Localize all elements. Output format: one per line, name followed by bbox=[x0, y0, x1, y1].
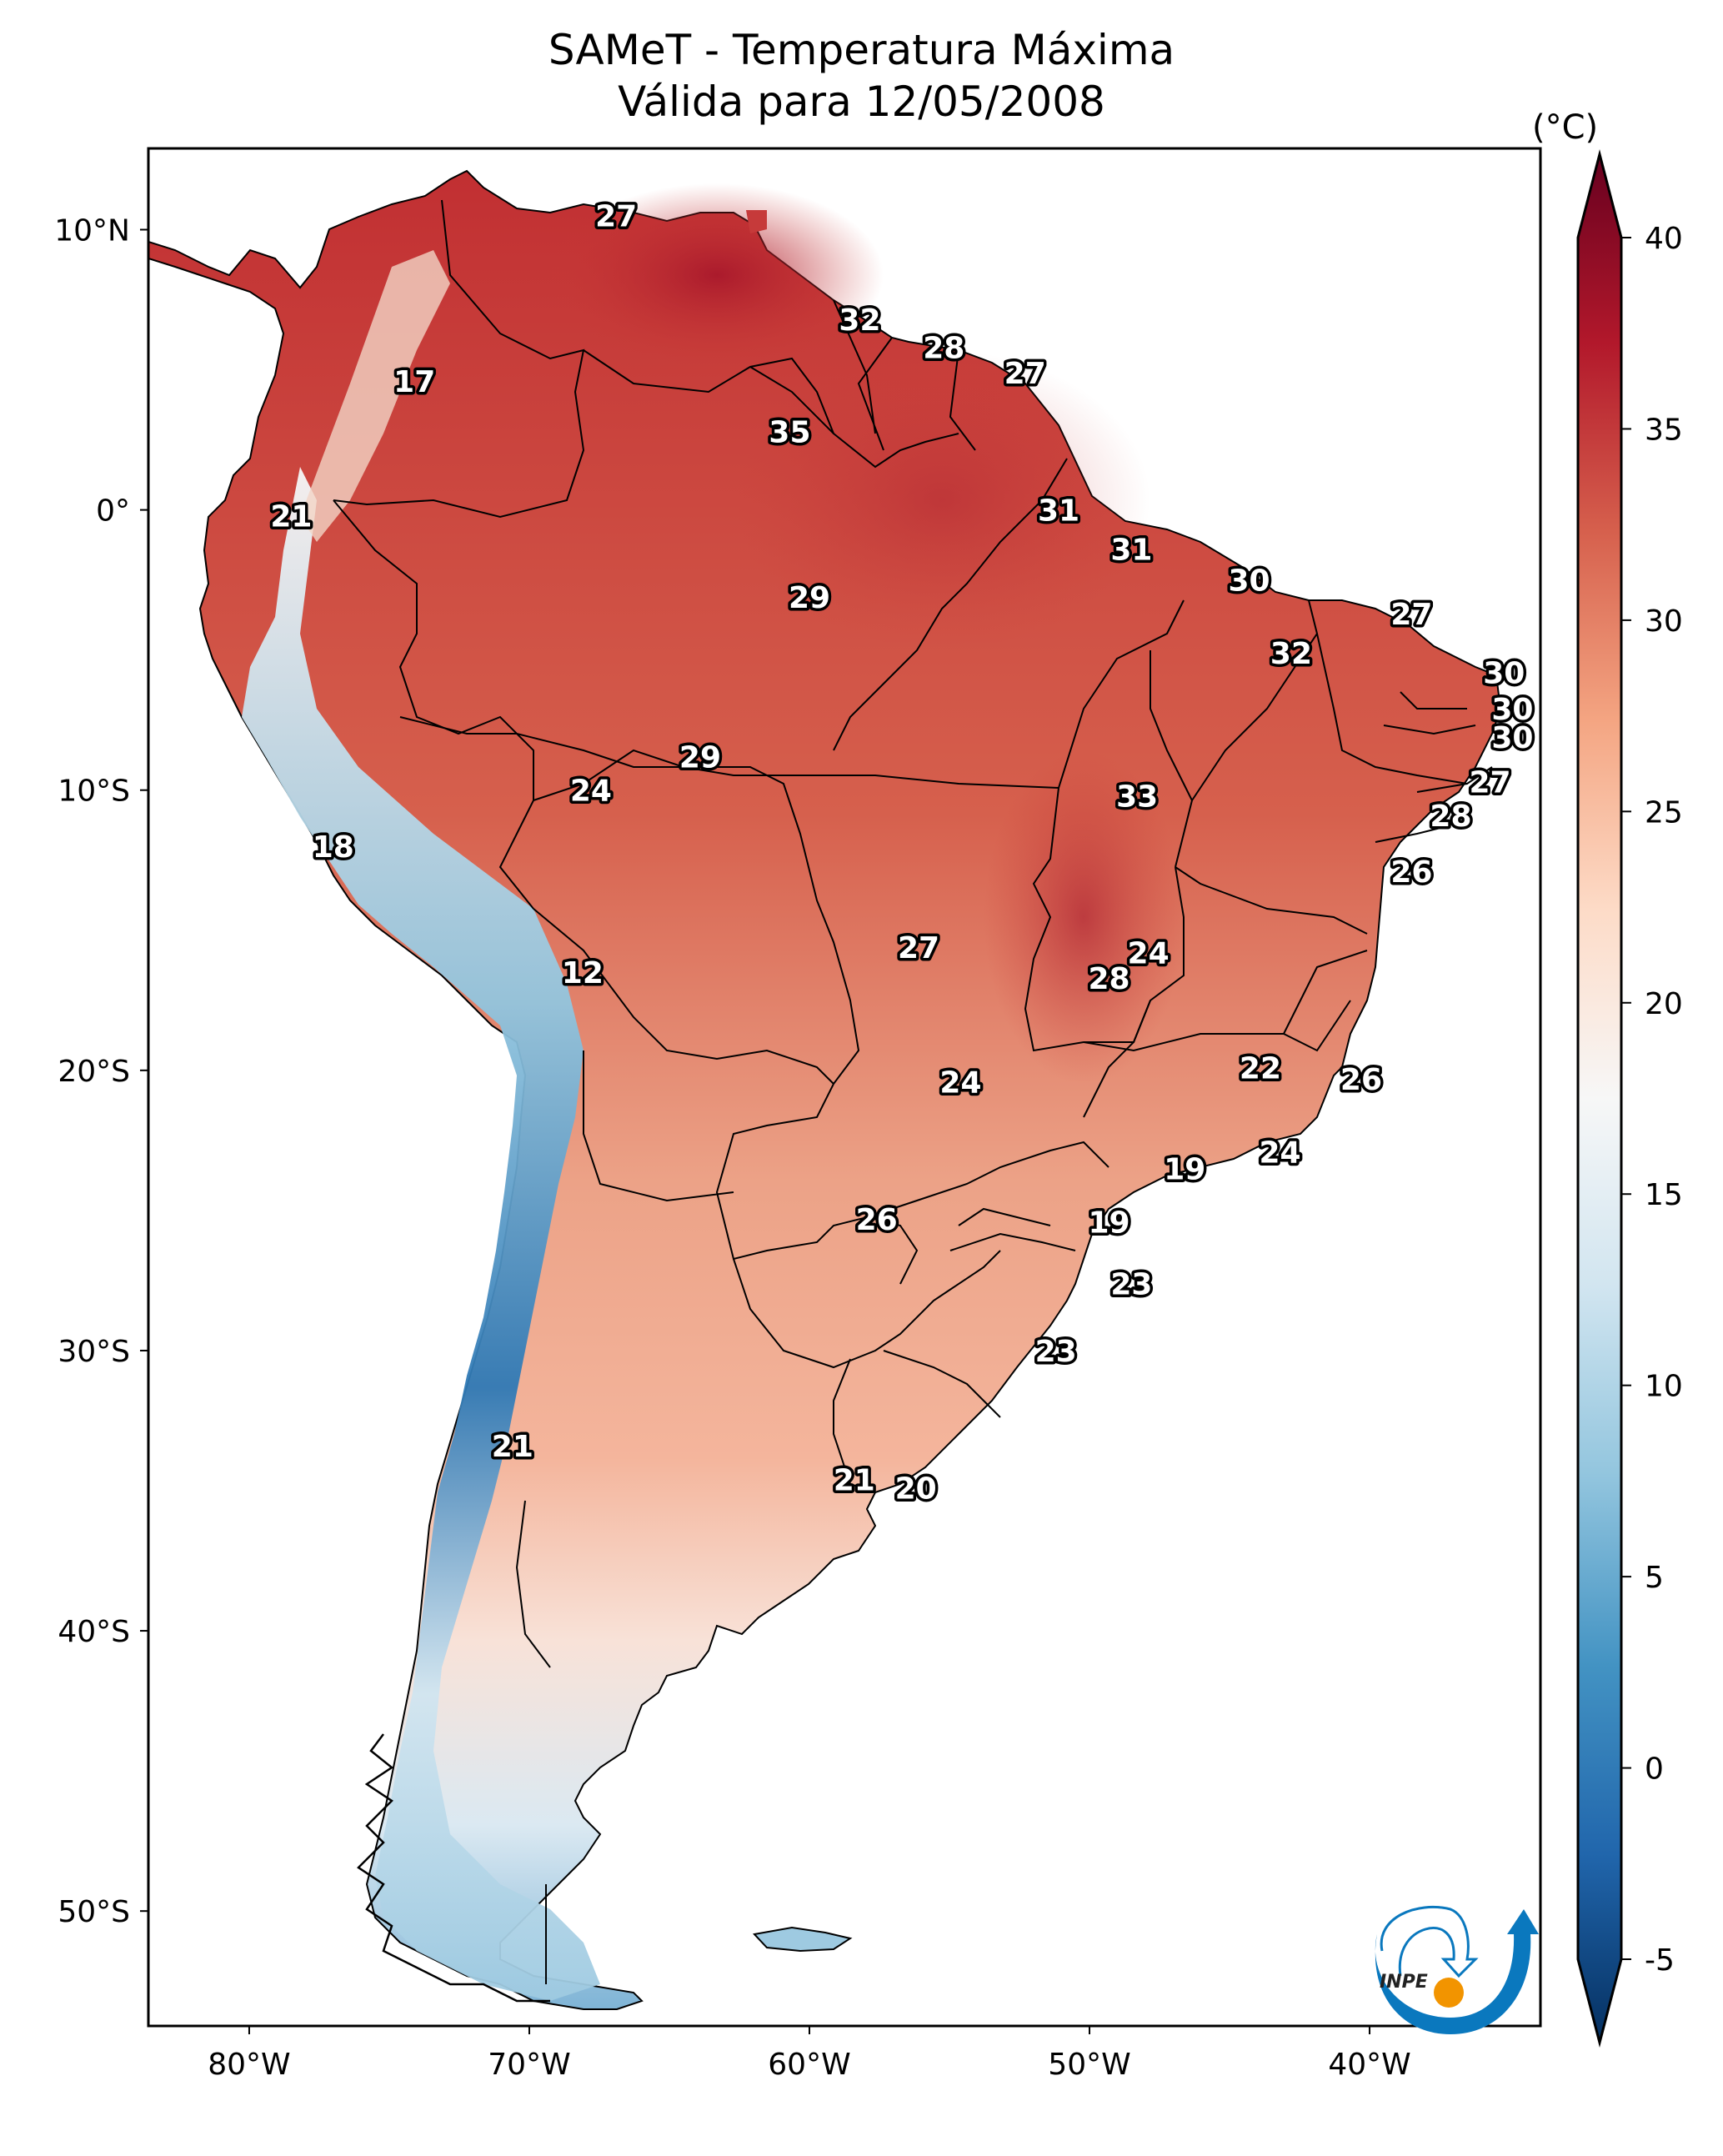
colorbar-tick-label: 0 bbox=[1645, 1752, 1664, 1787]
y-tick-label: 10°N bbox=[54, 213, 130, 248]
station-value-label: 28 bbox=[1088, 962, 1129, 996]
station-value-label: 27 bbox=[1469, 766, 1510, 800]
station-value-label: 24 bbox=[570, 775, 612, 809]
station-value-label: 33 bbox=[1116, 780, 1158, 814]
station-value-label: 27 bbox=[595, 200, 637, 234]
station-value-label: 27 bbox=[898, 931, 939, 965]
andes-north-highlands bbox=[300, 250, 450, 542]
x-tick-label: 40°W bbox=[1328, 2048, 1410, 2082]
colorbar-tick-label: 15 bbox=[1645, 1178, 1683, 1212]
falkland-islands bbox=[753, 1926, 853, 1953]
hot-region-para bbox=[734, 350, 1150, 650]
inpe-logo-sun bbox=[1434, 1978, 1464, 2008]
plot-frame bbox=[147, 147, 1542, 2028]
station-value-label: 19 bbox=[1164, 1152, 1205, 1186]
station-value-label: 30 bbox=[1491, 721, 1533, 755]
colorbar-tick-label: -5 bbox=[1645, 1943, 1675, 1978]
patagonia-coast-fjords bbox=[357, 1733, 550, 2003]
station-value-label: 18 bbox=[313, 830, 354, 865]
colorbar: -5 0 5 10 15 20 25 30 35 40 bbox=[1576, 149, 1683, 2048]
inpe-logo: INPE bbox=[1375, 1905, 1539, 2034]
colorbar-tick-label: 20 bbox=[1645, 987, 1683, 1021]
station-value-label: 23 bbox=[1035, 1335, 1077, 1369]
station-value-label: 28 bbox=[923, 332, 964, 366]
andes-cold-band bbox=[242, 467, 600, 2001]
station-value-label: 20 bbox=[895, 1472, 937, 1507]
station-value-label: 29 bbox=[679, 740, 721, 775]
y-tick-label: 40°S bbox=[58, 1615, 130, 1649]
station-value-label: 12 bbox=[562, 956, 604, 990]
station-value-label: 26 bbox=[856, 1203, 898, 1237]
station-value-label: 32 bbox=[1270, 637, 1312, 671]
inpe-logo-swoosh bbox=[1375, 1909, 1539, 2034]
station-value-label: 26 bbox=[1390, 855, 1432, 890]
colorbar-tick-label: 35 bbox=[1645, 413, 1683, 447]
colorbar-tick-label: 40 bbox=[1645, 222, 1683, 256]
x-tick-label: 60°W bbox=[768, 2048, 850, 2082]
station-value-label: 27 bbox=[1390, 598, 1432, 632]
inpe-logo-text: INPE bbox=[1380, 1972, 1428, 1993]
y-tick-label: 30°S bbox=[58, 1335, 130, 1369]
colorbar-tick-label: 25 bbox=[1645, 795, 1683, 830]
y-tick-label: 10°S bbox=[58, 775, 130, 809]
colorbar-ticks: -5 0 5 10 15 20 25 30 35 40 bbox=[1621, 222, 1683, 1978]
station-value-label: 27 bbox=[1004, 357, 1046, 391]
station-value-label: 30 bbox=[1228, 564, 1270, 599]
colorbar-units-label: (°C) bbox=[1532, 108, 1599, 147]
station-value-label: 28 bbox=[1430, 800, 1471, 834]
hot-region-venezuela bbox=[550, 183, 884, 367]
station-value-label: 19 bbox=[1088, 1206, 1129, 1240]
station-value-label: 30 bbox=[1483, 657, 1525, 691]
inpe-logo-arrow-curve bbox=[1380, 1905, 1479, 1978]
station-value-label: 31 bbox=[1038, 494, 1079, 529]
station-value-label: 22 bbox=[1240, 1051, 1281, 1086]
y-tick-label: 0° bbox=[96, 494, 130, 529]
station-value-label: 31 bbox=[1110, 534, 1152, 568]
chart-title: SAMeT - Temperatura Máxima bbox=[548, 26, 1175, 74]
station-value-label: 21 bbox=[270, 499, 312, 534]
station-value-label: 21 bbox=[492, 1430, 533, 1464]
trinidad-island bbox=[746, 210, 767, 233]
station-value-label: 30 bbox=[1491, 693, 1533, 727]
colorbar-tick-label: 30 bbox=[1645, 604, 1683, 639]
station-value-label: 26 bbox=[1340, 1063, 1382, 1097]
station-value-label: 24 bbox=[1259, 1136, 1300, 1170]
station-value-label: 17 bbox=[393, 365, 435, 399]
station-value-label: 24 bbox=[939, 1065, 981, 1100]
chart-subtitle: Válida para 12/05/2008 bbox=[618, 78, 1105, 126]
station-value-label: 23 bbox=[1110, 1267, 1152, 1301]
station-value-label: 24 bbox=[1128, 937, 1170, 971]
station-value-label: 35 bbox=[769, 415, 810, 449]
y-tick-label: 20°S bbox=[58, 1055, 130, 1089]
station-value-label: 29 bbox=[789, 581, 830, 615]
colorbar-tick-label: 5 bbox=[1645, 1561, 1664, 1595]
temperature-field bbox=[148, 169, 1502, 2010]
y-axis: 10°N 0° 10°S 20°S 30°S 40°S 50°S bbox=[54, 213, 148, 1929]
station-value-label: 32 bbox=[839, 303, 880, 338]
south-america-landmass bbox=[148, 169, 1502, 2010]
x-tick-label: 70°W bbox=[488, 2048, 570, 2082]
colorbar-body bbox=[1576, 149, 1623, 2048]
country-borders bbox=[333, 199, 1493, 1984]
x-axis: 80°W 70°W 60°W 50°W 40°W bbox=[208, 2026, 1411, 2082]
hot-region-tocantins bbox=[984, 750, 1184, 1084]
x-tick-label: 50°W bbox=[1048, 2048, 1130, 2082]
colorbar-tick-label: 10 bbox=[1645, 1370, 1683, 1404]
y-tick-label: 50°S bbox=[58, 1895, 130, 1929]
x-tick-label: 80°W bbox=[208, 2048, 290, 2082]
station-value-label: 21 bbox=[834, 1464, 875, 1498]
